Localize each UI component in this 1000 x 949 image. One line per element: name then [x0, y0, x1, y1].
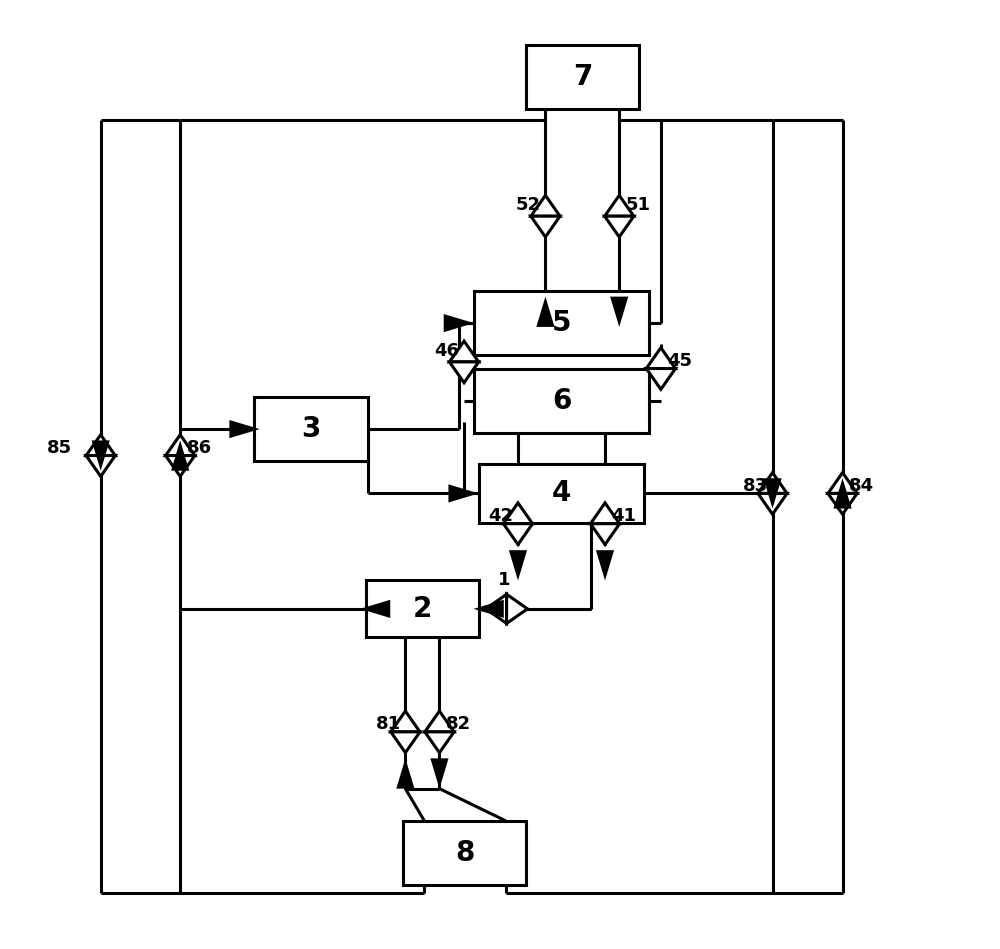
Polygon shape	[474, 600, 504, 618]
Bar	[474, 368, 649, 433]
Polygon shape	[166, 435, 195, 456]
Text: 82: 82	[446, 716, 471, 734]
Bar	[474, 291, 649, 355]
Text: 4: 4	[552, 479, 571, 508]
Polygon shape	[833, 478, 852, 509]
Text: 81: 81	[376, 716, 401, 734]
Bar	[366, 581, 479, 637]
Bar	[403, 821, 526, 885]
Text: 83: 83	[743, 476, 768, 494]
Text: 6: 6	[552, 386, 571, 415]
Polygon shape	[360, 600, 390, 618]
Text: 45: 45	[667, 352, 692, 370]
Polygon shape	[605, 216, 634, 237]
Polygon shape	[229, 420, 260, 438]
Text: 7: 7	[573, 63, 592, 91]
Bar	[526, 45, 639, 109]
Polygon shape	[536, 297, 555, 326]
Text: 41: 41	[612, 507, 637, 525]
Text: 85: 85	[47, 439, 72, 457]
Polygon shape	[425, 732, 454, 753]
Polygon shape	[507, 594, 527, 623]
Text: 3: 3	[301, 415, 320, 443]
Polygon shape	[531, 195, 560, 216]
Bar	[254, 397, 368, 461]
Text: 1: 1	[498, 571, 510, 589]
Bar	[479, 464, 644, 523]
Polygon shape	[610, 297, 628, 326]
Polygon shape	[828, 493, 857, 514]
Text: 5: 5	[552, 309, 571, 337]
Polygon shape	[396, 758, 414, 789]
Polygon shape	[503, 524, 533, 545]
Polygon shape	[531, 216, 560, 237]
Polygon shape	[86, 456, 115, 476]
Polygon shape	[646, 347, 675, 368]
Polygon shape	[448, 484, 479, 503]
Polygon shape	[425, 711, 454, 732]
Text: 52: 52	[516, 195, 541, 214]
Polygon shape	[486, 594, 507, 623]
Text: 51: 51	[626, 195, 651, 214]
Polygon shape	[166, 456, 195, 476]
Polygon shape	[763, 478, 782, 509]
Polygon shape	[503, 503, 533, 524]
Polygon shape	[758, 493, 787, 514]
Polygon shape	[590, 503, 620, 524]
Polygon shape	[596, 550, 614, 581]
Polygon shape	[590, 524, 620, 545]
Text: 86: 86	[187, 439, 212, 457]
Polygon shape	[605, 195, 634, 216]
Polygon shape	[449, 341, 479, 362]
Polygon shape	[646, 368, 675, 389]
Polygon shape	[449, 362, 479, 382]
Text: 84: 84	[849, 476, 874, 494]
Polygon shape	[430, 758, 449, 789]
Text: 8: 8	[455, 839, 475, 867]
Polygon shape	[391, 732, 420, 753]
Polygon shape	[509, 550, 527, 581]
Text: 46: 46	[434, 342, 459, 360]
Polygon shape	[828, 473, 857, 493]
Text: 42: 42	[488, 507, 513, 525]
Polygon shape	[171, 440, 189, 471]
Polygon shape	[758, 473, 787, 493]
Polygon shape	[86, 435, 115, 456]
Polygon shape	[444, 314, 474, 332]
Polygon shape	[92, 440, 110, 471]
Polygon shape	[391, 711, 420, 732]
Text: 2: 2	[413, 595, 432, 623]
